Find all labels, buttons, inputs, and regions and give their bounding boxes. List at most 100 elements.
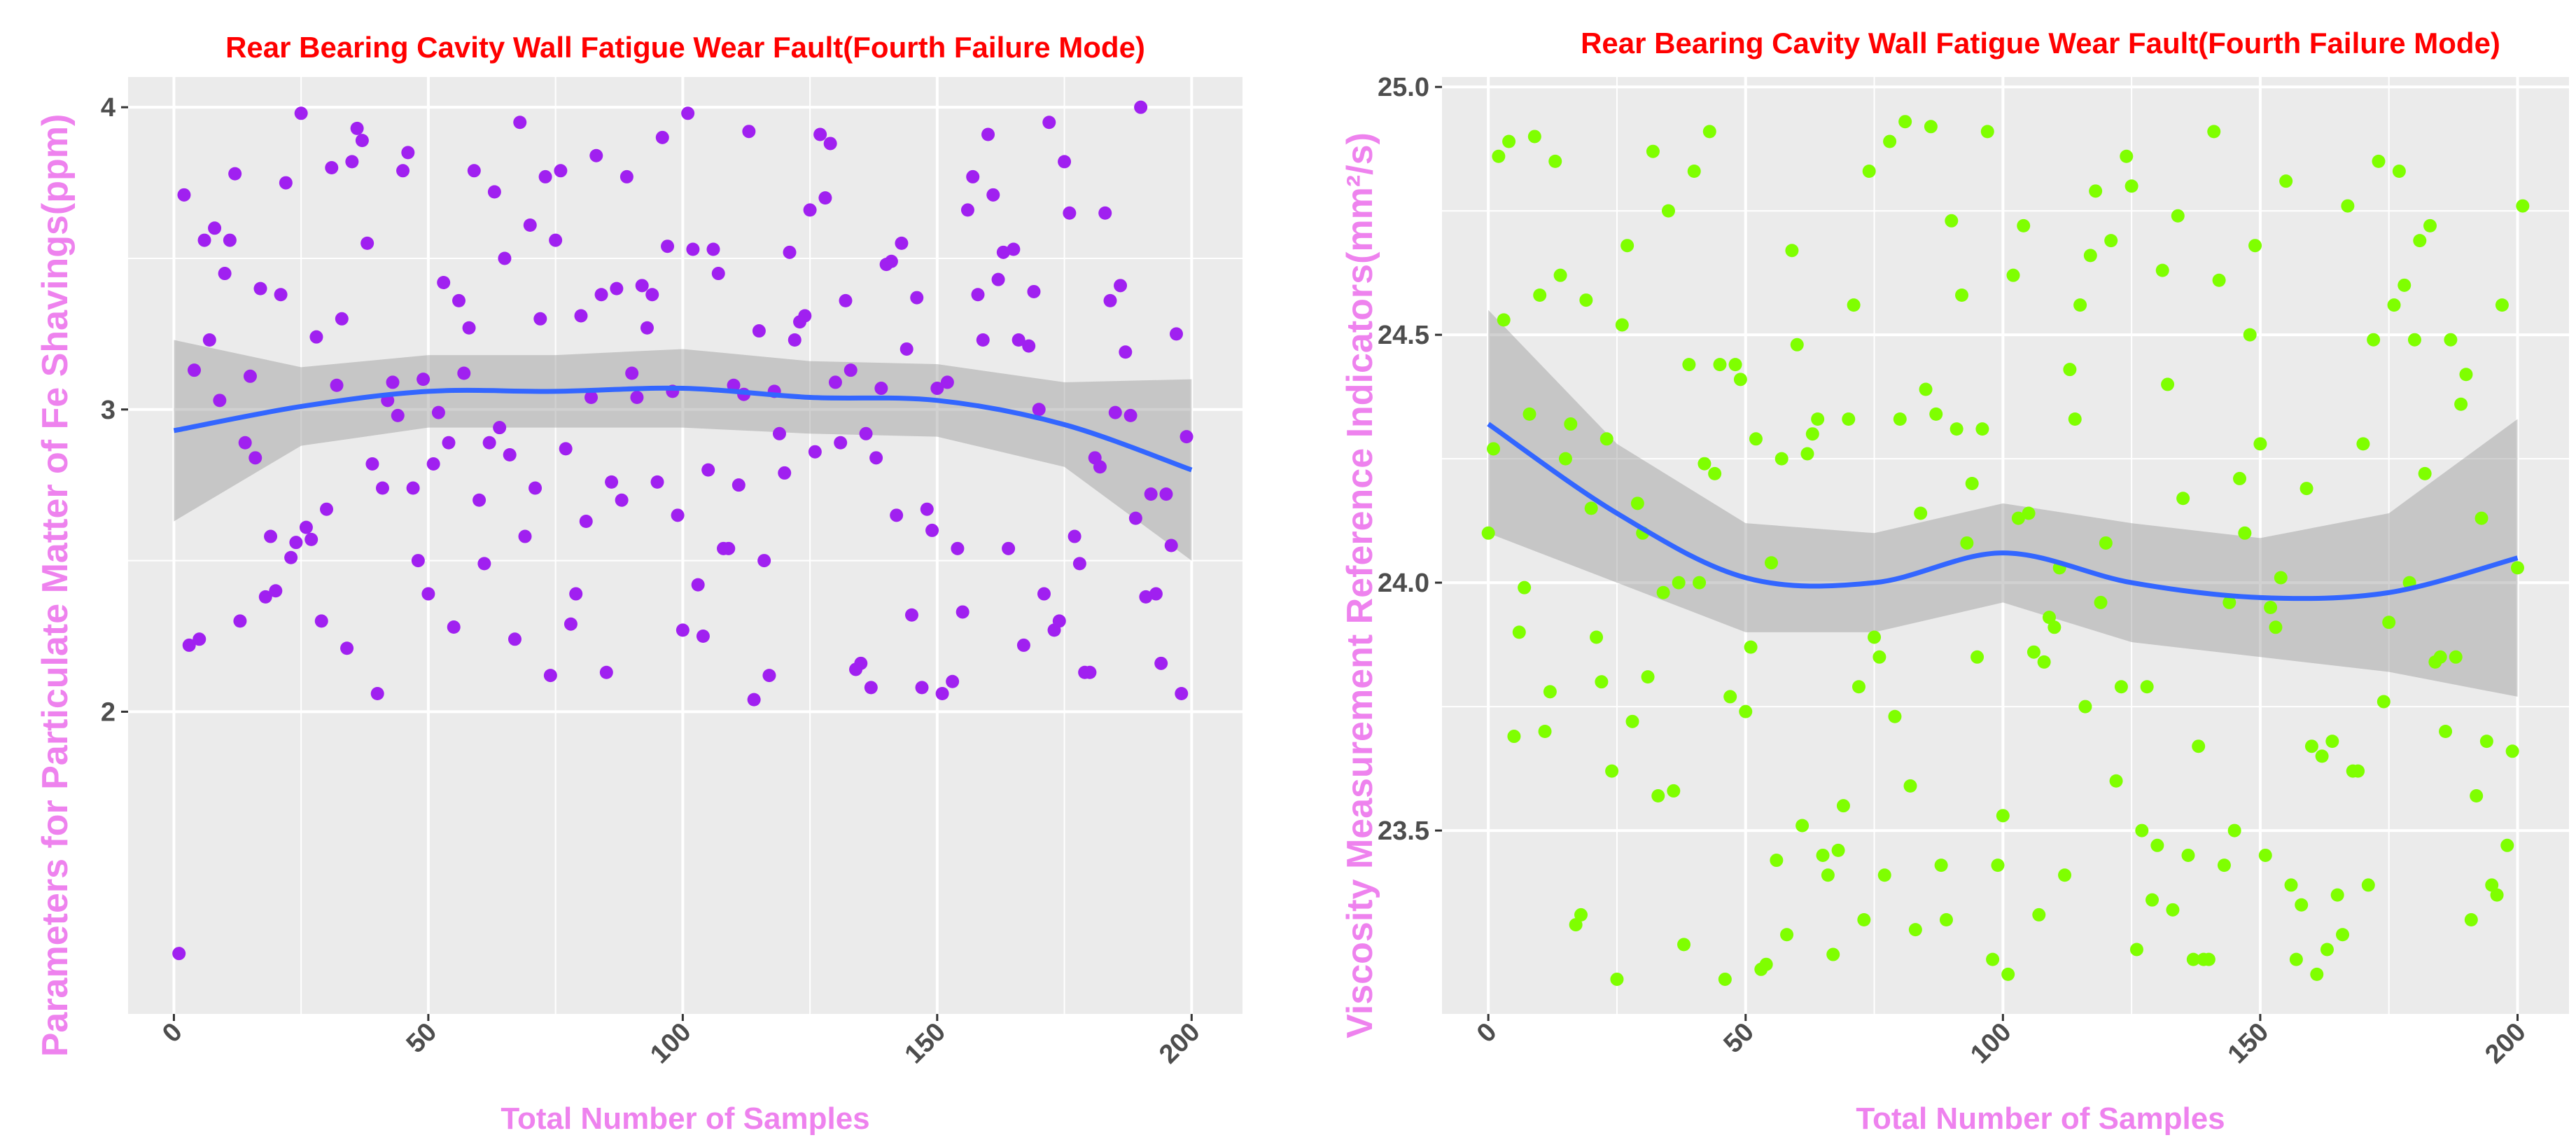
data-point — [299, 520, 313, 534]
x-tick-label: 0 — [1471, 1017, 1503, 1049]
data-point — [2392, 165, 2406, 179]
viscosity-chart-panel: Rear Bearing Cavity Wall Fatigue Wear Fa… — [1288, 0, 2576, 1147]
data-point — [1677, 938, 1691, 952]
data-point — [2310, 967, 2324, 981]
data-point — [1872, 650, 1886, 664]
data-point — [854, 656, 868, 670]
data-point — [706, 242, 720, 256]
data-point — [370, 686, 384, 700]
data-point — [2367, 333, 2381, 347]
data-point — [2073, 298, 2087, 312]
data-point — [2238, 526, 2252, 540]
data-point — [1868, 630, 1882, 644]
data-point — [447, 620, 461, 634]
data-point — [1083, 665, 1097, 679]
data-point — [574, 309, 588, 323]
data-point — [630, 391, 644, 405]
data-point — [304, 532, 318, 546]
data-point — [2341, 199, 2355, 213]
data-point — [635, 279, 649, 293]
data-point — [1991, 858, 2005, 873]
data-point — [1949, 422, 1963, 436]
data-point — [1007, 242, 1021, 256]
data-point — [976, 333, 990, 347]
data-point — [2516, 199, 2530, 213]
data-point — [1072, 557, 1086, 571]
data-point — [1646, 144, 1660, 158]
data-point — [2464, 912, 2478, 926]
data-point — [2413, 234, 2427, 248]
data-point — [2500, 838, 2514, 852]
data-point — [1630, 496, 1644, 510]
data-point — [549, 233, 563, 247]
data-point — [289, 536, 303, 550]
data-point — [1615, 318, 1629, 332]
data-point — [1533, 288, 1547, 302]
data-point — [1661, 204, 1675, 218]
data-point — [2470, 789, 2484, 803]
data-point — [599, 665, 613, 679]
data-point — [2017, 218, 2031, 232]
data-point — [823, 137, 837, 151]
data-point — [1975, 422, 1989, 436]
data-point — [910, 291, 924, 305]
data-point — [1068, 529, 1082, 543]
data-point — [498, 251, 512, 265]
data-point — [1728, 358, 1742, 372]
data-point — [431, 405, 445, 419]
data-point — [2094, 595, 2108, 609]
data-point — [2279, 174, 2293, 188]
data-point — [584, 391, 598, 405]
data-point — [940, 375, 954, 389]
data-point — [1693, 576, 1707, 590]
data-point — [1103, 293, 1117, 307]
confidence-band — [174, 340, 1192, 561]
data-point — [2418, 466, 2432, 480]
plot-panel-background — [1442, 77, 2569, 1014]
data-point — [2032, 908, 2046, 922]
data-point — [2181, 848, 2195, 862]
data-point — [783, 245, 797, 259]
data-point — [411, 554, 425, 568]
data-point — [1119, 345, 1133, 359]
data-point — [503, 448, 517, 462]
data-point — [340, 641, 354, 655]
data-point — [2146, 893, 2160, 907]
data-point — [386, 375, 400, 389]
data-point — [1625, 714, 1639, 728]
data-point — [1682, 358, 1696, 372]
data-point — [686, 242, 700, 256]
data-point — [2304, 739, 2318, 753]
data-point — [391, 408, 405, 422]
data-point — [864, 681, 878, 695]
data-point — [238, 436, 252, 450]
data-point — [320, 502, 334, 516]
data-point — [991, 272, 1005, 286]
data-point — [1733, 373, 1747, 387]
data-point — [2433, 650, 2447, 664]
data-point — [1002, 541, 1016, 555]
data-point — [1831, 843, 1845, 857]
data-point — [1986, 952, 2000, 966]
data-point — [569, 587, 583, 601]
data-point — [1610, 972, 1624, 986]
x-axis-label: Total Number of Samples — [500, 1101, 869, 1136]
data-point — [2161, 377, 2175, 391]
data-point — [1898, 115, 1912, 129]
y-tick-label: 24.5 — [1378, 321, 1429, 350]
x-tick-label: 100 — [1965, 1017, 2017, 1070]
data-point — [1063, 206, 1077, 220]
data-point — [1883, 134, 1897, 148]
data-point — [2505, 744, 2519, 758]
data-point — [2011, 511, 2025, 525]
data-point — [2485, 878, 2499, 892]
data-point — [1744, 640, 1758, 654]
data-point — [528, 481, 542, 495]
data-point — [2104, 234, 2118, 248]
data-point — [1816, 848, 1830, 862]
data-point — [442, 436, 456, 450]
data-point — [264, 529, 278, 543]
data-point — [895, 236, 909, 250]
data-point — [1656, 585, 1670, 599]
data-point — [253, 281, 267, 296]
